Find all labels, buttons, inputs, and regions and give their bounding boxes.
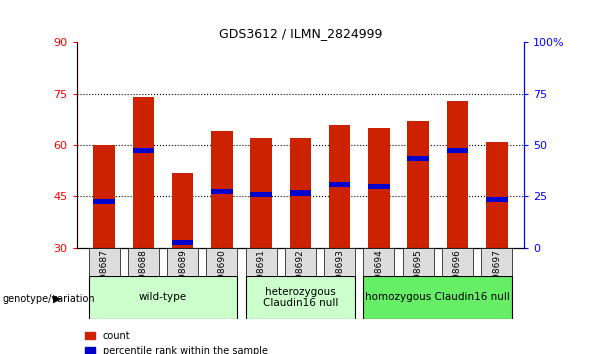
Text: GSM498693: GSM498693 xyxy=(335,249,344,304)
Bar xyxy=(442,248,473,276)
Bar xyxy=(250,192,272,197)
Bar xyxy=(363,248,395,276)
Text: GSM498688: GSM498688 xyxy=(139,249,148,304)
Bar xyxy=(133,97,154,248)
Bar xyxy=(290,190,311,196)
Text: GSM498689: GSM498689 xyxy=(178,249,187,304)
Bar xyxy=(172,240,193,245)
Text: GSM498695: GSM498695 xyxy=(413,249,423,304)
Bar xyxy=(408,156,429,161)
Legend: count, percentile rank within the sample: count, percentile rank within the sample xyxy=(81,327,272,354)
Bar xyxy=(246,276,355,319)
Bar xyxy=(246,248,277,276)
Bar xyxy=(363,276,512,319)
Bar xyxy=(486,197,508,202)
Bar xyxy=(250,138,272,248)
Bar xyxy=(290,138,311,248)
Text: GSM498687: GSM498687 xyxy=(100,249,108,304)
Text: homozygous Claudin16 null: homozygous Claudin16 null xyxy=(365,292,510,302)
Text: heterozygous
Claudin16 null: heterozygous Claudin16 null xyxy=(263,286,338,308)
Bar xyxy=(408,121,429,248)
Text: GSM498692: GSM498692 xyxy=(296,249,305,304)
Text: GSM498696: GSM498696 xyxy=(453,249,462,304)
Bar xyxy=(481,248,512,276)
Bar xyxy=(93,145,115,248)
Bar xyxy=(324,248,355,276)
Bar xyxy=(128,248,159,276)
Text: GSM498691: GSM498691 xyxy=(257,249,266,304)
Bar xyxy=(368,128,390,248)
Bar xyxy=(167,248,198,276)
Text: ▶: ▶ xyxy=(54,294,62,304)
Bar xyxy=(172,172,193,248)
Text: GSM498697: GSM498697 xyxy=(492,249,501,304)
Bar xyxy=(368,184,390,189)
Bar xyxy=(403,248,434,276)
Text: GSM498690: GSM498690 xyxy=(217,249,226,304)
Bar xyxy=(93,199,115,204)
Title: GDS3612 / ILMN_2824999: GDS3612 / ILMN_2824999 xyxy=(219,27,382,40)
Text: GSM498694: GSM498694 xyxy=(375,249,383,304)
Bar xyxy=(446,148,468,153)
Bar xyxy=(88,276,237,319)
Text: genotype/variation: genotype/variation xyxy=(3,294,95,304)
Bar xyxy=(206,248,237,276)
Bar xyxy=(446,101,468,248)
Bar xyxy=(329,125,350,248)
Bar xyxy=(329,182,350,187)
Bar xyxy=(211,189,233,194)
Bar xyxy=(211,131,233,248)
Bar xyxy=(133,148,154,153)
Bar xyxy=(285,248,316,276)
Bar xyxy=(486,142,508,248)
Text: wild-type: wild-type xyxy=(139,292,187,302)
Bar xyxy=(88,248,120,276)
